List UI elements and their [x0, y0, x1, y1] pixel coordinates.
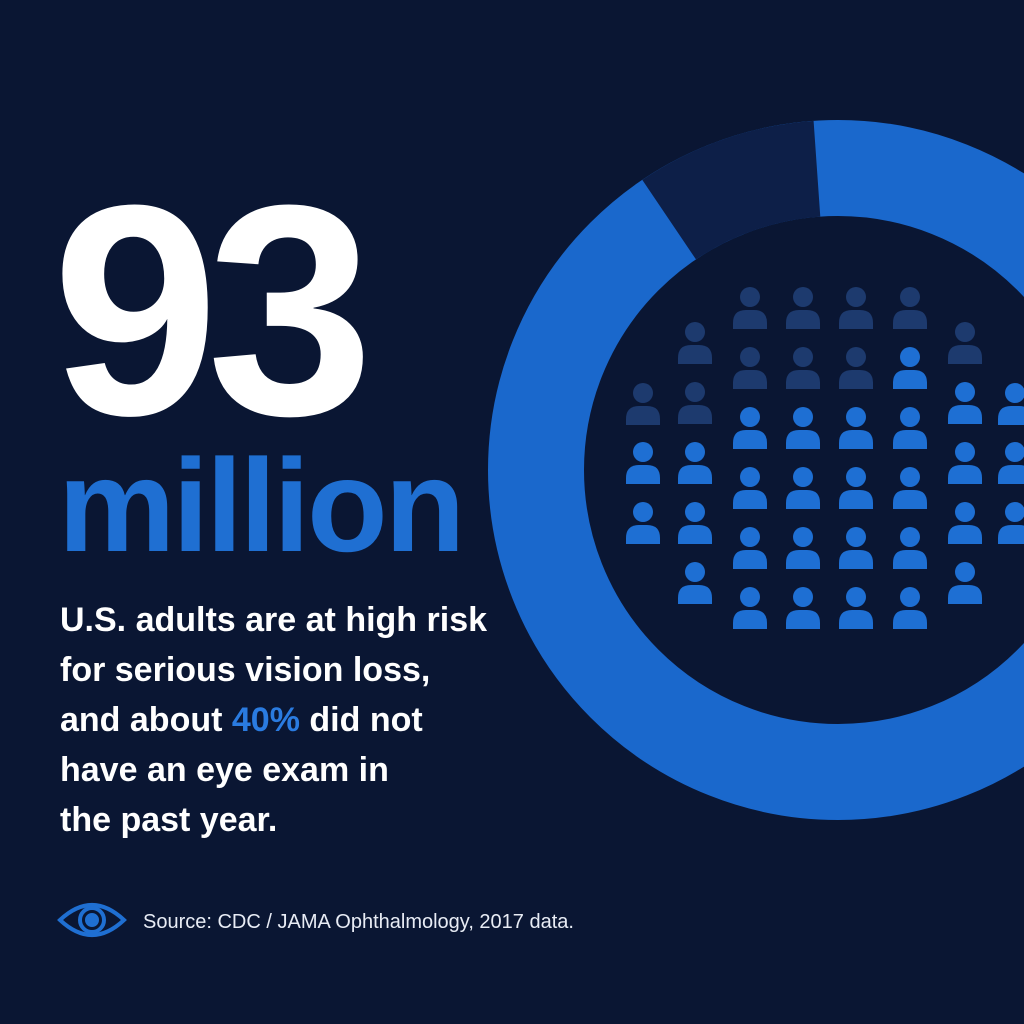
person-icon	[893, 407, 927, 449]
person-icon	[948, 382, 982, 424]
person-icon	[839, 407, 873, 449]
body-line: U.S. adults are at high risk	[60, 601, 488, 639]
body-text: U.S. adults are at high risk for serious…	[60, 595, 487, 845]
body-line: and about 40% did not	[60, 695, 487, 745]
person-icon	[733, 467, 767, 509]
eye-icon	[57, 903, 127, 937]
person-icon	[839, 587, 873, 629]
person-icon	[733, 347, 767, 389]
highlight: 40%	[231, 701, 300, 739]
person-icon	[626, 383, 660, 425]
person-icon	[786, 587, 820, 629]
person-icon	[948, 502, 982, 544]
person-icon	[839, 287, 873, 329]
ring-gap	[642, 120, 822, 260]
headline-number: 93	[52, 142, 374, 478]
person-icon	[786, 287, 820, 329]
person-icon	[678, 442, 712, 484]
person-icon	[839, 347, 873, 389]
person-icon	[733, 587, 767, 629]
person-icon	[893, 467, 927, 509]
body-line: for serious vision loss,	[60, 651, 431, 689]
body-line: the past year.	[60, 801, 278, 839]
person-icon	[948, 322, 982, 364]
person-icon	[626, 442, 660, 484]
person-icon	[733, 287, 767, 329]
person-icon	[998, 383, 1024, 425]
person-icon	[948, 442, 982, 484]
person-icon	[733, 527, 767, 569]
person-icon	[786, 407, 820, 449]
headline-unit: million	[58, 432, 465, 579]
person-icon	[786, 527, 820, 569]
person-icon	[678, 502, 712, 544]
pictogram	[626, 287, 1024, 629]
person-icon	[626, 502, 660, 544]
source: Source: CDC / JAMA Ophthalmology, 2017 d…	[143, 911, 574, 933]
person-icon	[998, 442, 1024, 484]
person-icon	[733, 407, 767, 449]
person-icon	[893, 347, 927, 389]
person-icon	[893, 527, 927, 569]
body-text-part: did not	[309, 701, 423, 739]
person-icon	[948, 562, 982, 604]
person-icon	[678, 322, 712, 364]
person-icon	[998, 502, 1024, 544]
person-icon	[893, 587, 927, 629]
person-icon	[678, 382, 712, 424]
body-text-part: and about	[60, 701, 223, 739]
person-icon	[786, 467, 820, 509]
person-icon	[839, 467, 873, 509]
person-icon	[786, 347, 820, 389]
person-icon	[893, 287, 927, 329]
person-icon	[678, 562, 712, 604]
body-line: have an eye exam in	[60, 751, 389, 789]
ring	[488, 120, 1024, 820]
person-icon	[839, 527, 873, 569]
